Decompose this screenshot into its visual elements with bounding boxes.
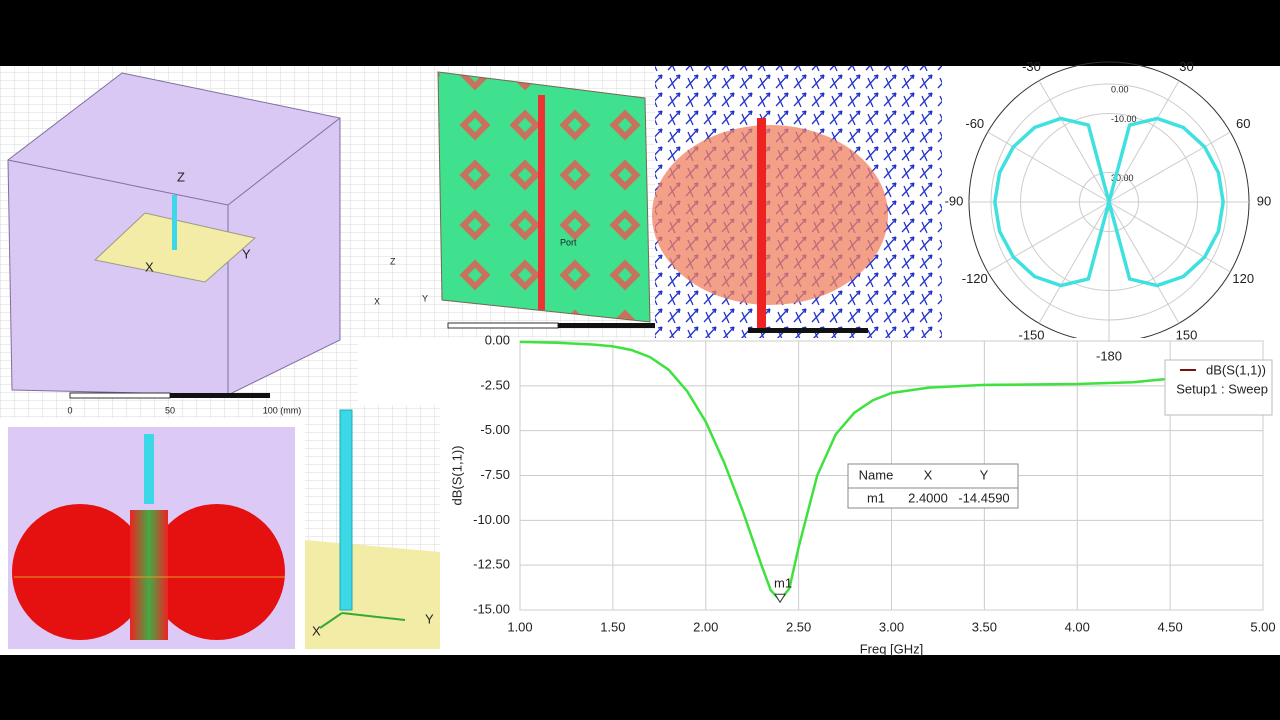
axis-label: Z <box>390 256 396 266</box>
theta-tick-label: -60 <box>965 116 984 131</box>
theta-tick-label: 30 <box>1179 59 1193 74</box>
axis-label: Z <box>177 169 185 184</box>
y-tick-label: -15.00 <box>473 601 510 616</box>
scale-label: 100 (mm) <box>263 405 302 415</box>
axis-label: X <box>145 259 154 274</box>
x-tick-label: 4.50 <box>1157 619 1182 634</box>
theta-tick-label: 90 <box>1257 193 1271 208</box>
scale-bar <box>447 322 559 329</box>
polar-spoke <box>987 131 1110 203</box>
scale-bar <box>170 393 270 398</box>
theta-tick-label: -30 <box>1022 59 1041 74</box>
theta-tick-label: 150 <box>1176 328 1198 343</box>
theta-tick-label: 120 <box>1232 271 1254 286</box>
dipole <box>144 434 154 504</box>
theta-tick-label: -180 <box>1096 348 1122 363</box>
table-cell: m1 <box>867 490 885 505</box>
axis-triad <box>319 612 406 629</box>
lobe <box>149 504 285 640</box>
polar-spoke <box>1108 80 1180 203</box>
axis-label: Y <box>425 611 434 626</box>
polar-spoke <box>1108 131 1231 203</box>
table-cell: -14.4590 <box>958 490 1009 505</box>
polar-spoke <box>1108 201 1231 273</box>
y-tick-label: -2.50 <box>480 377 510 392</box>
axis-label: Y <box>422 293 428 303</box>
dipole <box>172 195 177 250</box>
axis-label: X <box>374 296 380 306</box>
theta-tick-label: -120 <box>962 271 988 286</box>
legend-entry: dB(S(1,1)) <box>1206 362 1266 377</box>
table-header: Y <box>980 467 989 482</box>
pattern-waist <box>130 510 168 640</box>
table-header: Name <box>859 467 894 482</box>
axis-label: X <box>312 623 321 638</box>
x-tick-label: 3.50 <box>972 619 997 634</box>
marker-point <box>774 593 786 604</box>
axis-label: Y <box>242 246 251 261</box>
x-tick-label: 1.00 <box>507 619 532 634</box>
table-header: X <box>924 467 933 482</box>
polar-spoke <box>1038 80 1110 203</box>
pattern-line <box>993 116 1225 288</box>
feed <box>757 118 766 328</box>
x-tick-label: 2.00 <box>693 619 718 634</box>
theta-tick-label: -150 <box>1018 328 1044 343</box>
theta-tick-label: 60 <box>1236 116 1250 131</box>
polar-spoke <box>1108 201 1180 324</box>
y-tick-label: -7.50 <box>480 467 510 482</box>
x-axis-label: Freq [GHz] <box>860 641 924 656</box>
x-tick-label: 5.00 <box>1250 619 1275 634</box>
feed <box>538 95 545 310</box>
x-tick-label: 2.50 <box>786 619 811 634</box>
polar-spoke <box>987 201 1110 273</box>
lobe <box>12 504 148 640</box>
field-blob <box>652 125 888 305</box>
ground-plane <box>305 540 440 649</box>
r-tick-label: 30.00 <box>1111 173 1134 183</box>
r-tick-label: 0.00 <box>1111 84 1129 94</box>
scale-label: 50 <box>165 405 175 415</box>
x-tick-label: 4.00 <box>1065 619 1090 634</box>
y-tick-label: -5.00 <box>480 422 510 437</box>
theta-tick-label: -90 <box>945 193 964 208</box>
y-tick-label: -12.50 <box>473 557 510 572</box>
y-axis-label: dB(S(1,1)) <box>449 446 464 506</box>
scale-label: 0 <box>67 405 72 415</box>
marker-table <box>847 463 1019 509</box>
x-tick-label: 1.50 <box>600 619 625 634</box>
x-tick-label: 3.00 <box>879 619 904 634</box>
scale-bar <box>558 323 655 328</box>
table-cell: 2.4000 <box>908 490 948 505</box>
port-label: Port <box>560 237 577 247</box>
dipole <box>339 409 353 611</box>
polar-spoke <box>1038 201 1110 324</box>
r-tick-label: -10.00 <box>1111 114 1137 124</box>
y-tick-label: 0.00 <box>485 332 510 347</box>
scale-bar <box>69 392 171 399</box>
legend-subtitle: Setup1 : Sweep <box>1176 381 1268 396</box>
y-tick-label: -10.00 <box>473 512 510 527</box>
marker-label: m1 <box>774 576 792 591</box>
scale-bar <box>748 328 868 333</box>
